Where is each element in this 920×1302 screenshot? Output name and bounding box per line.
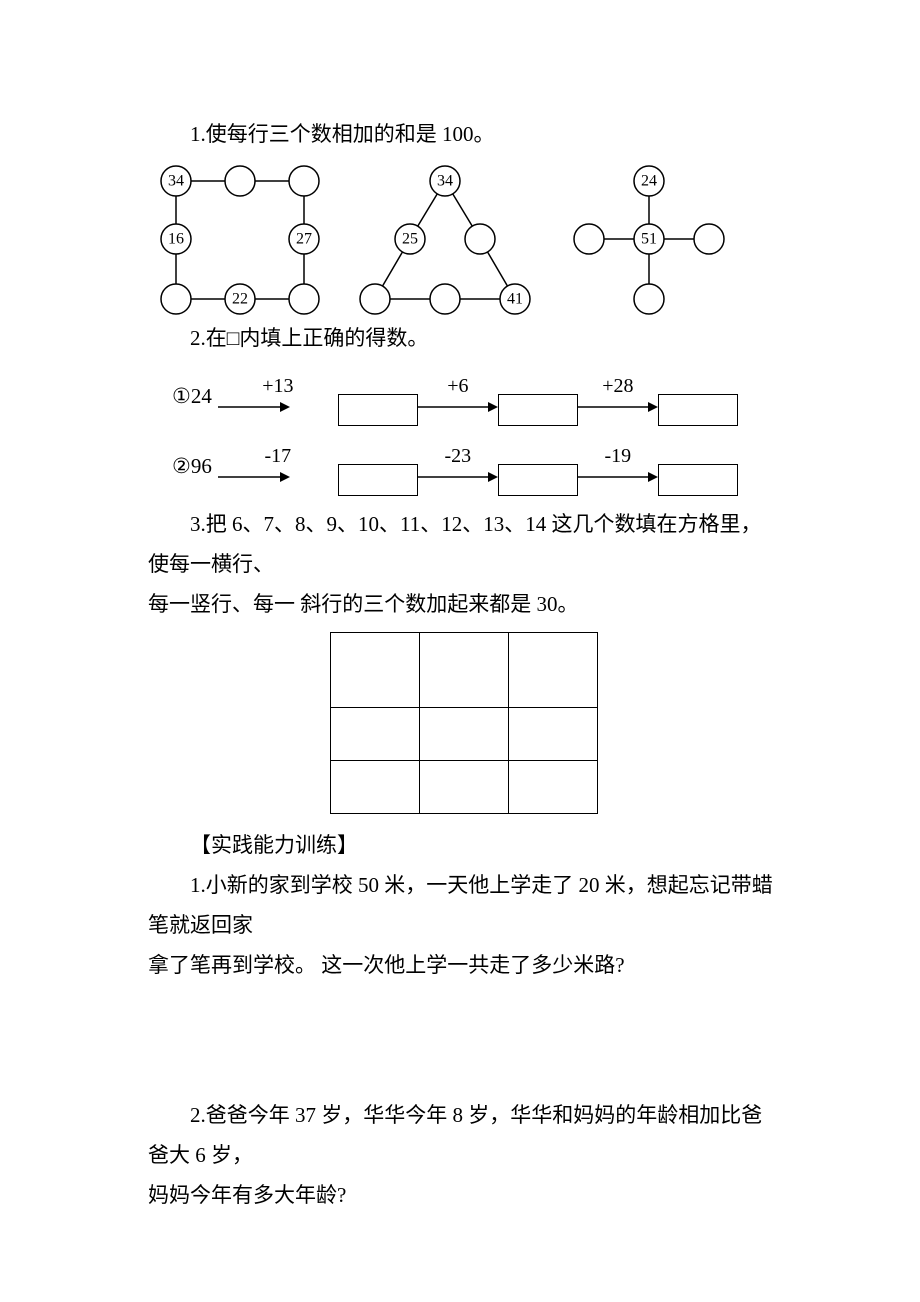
flow-start-label: ②96: [172, 447, 212, 487]
flow-row-1: ①24+13 +6 +28: [148, 365, 780, 429]
p1-line2: 拿了笔再到学校。 这一次他上学一共走了多少米路?: [148, 946, 780, 986]
page: 1.使每行三个数相加的和是 100。 34162722 342541 2451 …: [0, 0, 920, 1276]
grid-cell[interactable]: [331, 633, 420, 708]
svg-text:34: 34: [437, 172, 453, 189]
flow-answer-box[interactable]: [338, 394, 418, 426]
flow-answer-box[interactable]: [658, 464, 738, 496]
grid-cell[interactable]: [420, 761, 509, 814]
grid-cell[interactable]: [509, 761, 598, 814]
svg-text:41: 41: [507, 290, 523, 307]
flow-arrow: +13: [218, 365, 338, 429]
flow-start-label: ①24: [172, 377, 212, 417]
svg-text:22: 22: [232, 290, 248, 307]
grid-cell[interactable]: [420, 708, 509, 761]
diagram-triangle: 34 25 41: [350, 159, 540, 319]
q2-text: 2.在□内填上正确的得数。: [148, 319, 780, 359]
q1-diagram-row: 34 16 27 22 34 25 41 24 51: [154, 159, 780, 319]
flow-arrow: -23: [418, 435, 498, 499]
flow-arrow: -19: [578, 435, 658, 499]
flow-arrow: +6: [418, 365, 498, 429]
p1-line1: 1.小新的家到学校 50 米，一天他上学走了 20 米，想起忘记带蜡笔就返回家: [148, 866, 780, 946]
svg-text:27: 27: [296, 230, 312, 247]
flow-answer-box[interactable]: [658, 394, 738, 426]
svg-text:51: 51: [641, 230, 657, 247]
svg-text:24: 24: [641, 172, 657, 189]
flow-arrow: -17: [218, 435, 338, 499]
q1-text: 1.使每行三个数相加的和是 100。: [148, 115, 780, 155]
flow-answer-box[interactable]: [338, 464, 418, 496]
spacer: [148, 986, 780, 1096]
diagram-square: 34 16 27 22: [154, 159, 326, 319]
grid-cell[interactable]: [509, 708, 598, 761]
svg-text:25: 25: [402, 230, 418, 247]
flow-row-2: ②96-17 -23 -19: [148, 435, 780, 499]
p2-line1: 2.爸爸今年 37 岁，华华今年 8 岁，华华和妈妈的年龄相加比爸爸大 6 岁，: [148, 1096, 780, 1176]
flow-answer-box[interactable]: [498, 464, 578, 496]
q3-line1: 3.把 6、7、8、9、10、11、12、13、14 这几个数填在方格里，使每一…: [148, 505, 780, 585]
flow-arrow: +28: [578, 365, 658, 429]
svg-text:34: 34: [168, 172, 184, 189]
flow-answer-box[interactable]: [498, 394, 578, 426]
grid-cell[interactable]: [509, 633, 598, 708]
q3-line2: 每一竖行、每一 斜行的三个数加起来都是 30。: [148, 585, 780, 625]
grid-cell[interactable]: [331, 761, 420, 814]
svg-text:16: 16: [168, 230, 184, 247]
diagram-cross: 24 51: [564, 159, 734, 319]
p2-line2: 妈妈今年有多大年龄?: [148, 1176, 780, 1216]
grid-cell[interactable]: [420, 633, 509, 708]
grid-cell[interactable]: [331, 708, 420, 761]
magic-square-grid: [330, 632, 598, 814]
section-title: 【实践能力训练】: [148, 826, 780, 866]
